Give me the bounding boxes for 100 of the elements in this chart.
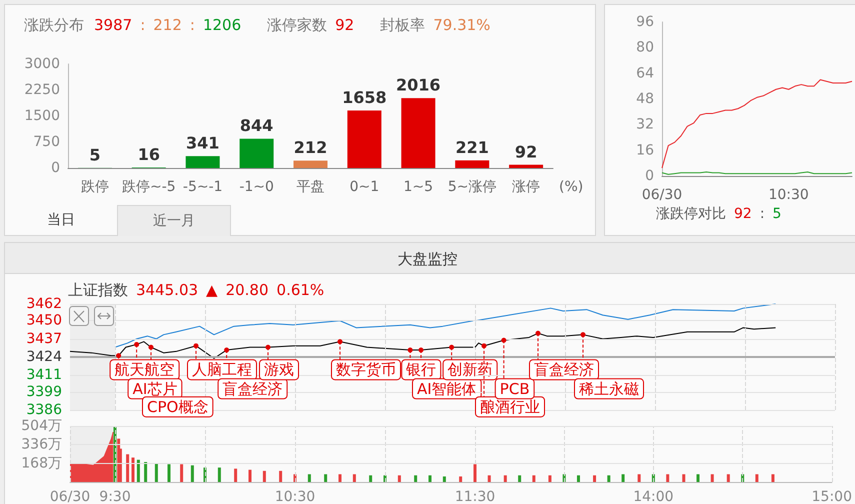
x-tick-label: 1~5 <box>404 179 434 195</box>
x-tick-label: 14:00 <box>633 489 674 504</box>
bar <box>234 468 238 482</box>
y-tick-label: 32 <box>636 116 654 133</box>
y-tick-label: 96 <box>636 14 654 30</box>
x-tick-label: 15:00 <box>812 489 852 504</box>
x-tick-label: -1~0 <box>239 179 274 195</box>
x-tick-label: 06/30 <box>642 187 682 203</box>
bar <box>398 475 401 482</box>
data-label: 16 <box>138 144 160 164</box>
bar <box>262 470 266 482</box>
x-tick-label: 10:30 <box>274 489 316 504</box>
text: 涨跌停对比 92 : 5 <box>656 206 782 222</box>
data-label: 5 <box>89 145 101 164</box>
y-tick-label: 3450 <box>26 312 62 329</box>
text: 近一月 <box>118 205 231 236</box>
y-tick-label: 504万 <box>21 418 62 434</box>
y-tick-label: 0 <box>51 160 60 176</box>
bar <box>168 464 170 482</box>
bar <box>248 470 252 482</box>
bar <box>442 476 446 482</box>
annotation: PCB <box>500 380 530 398</box>
y-tick-label: 3424 <box>26 349 62 365</box>
x-tick-label: 平盘 <box>296 179 324 195</box>
bar <box>414 475 418 482</box>
bar <box>455 160 490 168</box>
y-tick-label: 16 <box>636 142 654 158</box>
y-tick-label: 168万 <box>21 455 62 472</box>
line-series <box>662 79 852 168</box>
bar <box>324 474 328 482</box>
annotation: 人脑工程 <box>192 360 252 379</box>
bar <box>144 462 148 482</box>
y-tick-label: 3399 <box>26 384 62 400</box>
annotation: AI芯片 <box>132 380 178 398</box>
annotation: 盲盒经济 <box>222 380 283 398</box>
bar <box>369 475 372 482</box>
bar <box>352 474 356 482</box>
text: 封板率 79.31% <box>380 16 490 34</box>
bar <box>240 138 274 168</box>
bar <box>180 464 184 482</box>
y-tick-label: 3386 <box>26 402 62 418</box>
data-label: 212 <box>294 138 328 158</box>
bar <box>126 454 130 482</box>
x-tick-label: 06/30 <box>50 489 90 504</box>
y-tick-label: 2250 <box>24 82 60 98</box>
annotation: 数字货币 <box>336 360 396 379</box>
annotation: 航天航空 <box>114 360 175 379</box>
bar <box>347 110 382 168</box>
chart-title: 大盘监控 <box>396 250 458 269</box>
x-tick-label: 跌停 <box>80 179 109 195</box>
text: 涨停家数 92 <box>267 16 354 34</box>
bar <box>190 465 194 482</box>
annotation: 稀土永磁 <box>579 380 639 398</box>
y-tick-label: 3000 <box>24 56 60 72</box>
bar <box>132 458 134 482</box>
text: 当日 <box>5 205 118 235</box>
data-label: 844 <box>240 116 274 136</box>
chart-subtitle: 上证指数 3445.03 ▲ 20.80 0.61% <box>68 281 324 299</box>
x-tick-label: 9:30 <box>99 489 131 504</box>
y-tick-label: 1500 <box>24 108 60 124</box>
y-tick-label: 80 <box>636 40 654 56</box>
annotation: 银行 <box>405 360 436 379</box>
bar <box>279 470 282 482</box>
bar <box>218 468 221 482</box>
bar <box>401 98 436 168</box>
x-tick-label: 涨停 <box>512 179 540 195</box>
y-tick-label: 750 <box>33 134 60 150</box>
annotation: 酿酒行业 <box>480 398 540 416</box>
data-label: 92 <box>514 142 538 162</box>
bar <box>294 160 328 168</box>
bar <box>428 475 432 482</box>
y-tick-label: 0 <box>645 168 654 184</box>
data-label: 341 <box>186 134 220 153</box>
y-tick-label: 3437 <box>26 330 62 347</box>
annotation: 游戏 <box>264 360 294 379</box>
data-label: 221 <box>455 138 489 157</box>
x-axis-title: (%) <box>559 179 584 195</box>
data-label: 2016 <box>396 76 441 95</box>
annotation: AI智能体 <box>417 380 477 398</box>
annotation: 盲盒经济 <box>534 360 594 379</box>
x-tick-label: 跌停~-5 <box>122 179 176 195</box>
bar <box>308 474 311 482</box>
annotation: CPO概念 <box>147 398 208 416</box>
x-tick-label: -5~-1 <box>182 179 223 195</box>
x-tick-label: 11:30 <box>454 489 496 504</box>
x-tick-label: 0~1 <box>350 179 380 195</box>
y-tick-label: 3411 <box>26 367 62 384</box>
y-tick-label: 64 <box>636 65 654 82</box>
bar <box>186 156 220 168</box>
bar <box>509 164 544 168</box>
bar <box>136 460 140 482</box>
x-tick-label: 5~涨停 <box>448 179 496 195</box>
data-label: 1658 <box>342 88 387 108</box>
y-tick-label: 336万 <box>21 436 62 453</box>
bar <box>459 476 462 482</box>
bar <box>338 474 342 482</box>
y-tick-label: 48 <box>636 91 654 107</box>
bar <box>154 463 158 482</box>
chart-title: 涨跌分布 <box>24 16 84 34</box>
text: 3987 : 212 : 1206 <box>94 16 242 34</box>
